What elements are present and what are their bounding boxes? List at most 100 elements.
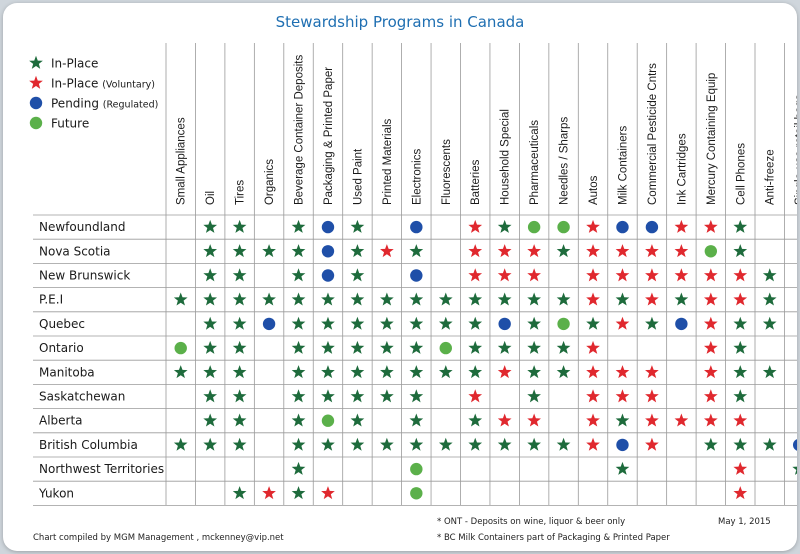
- cell-mark-in-place-voluntary: [497, 365, 512, 379]
- cell-mark-in-place: [291, 244, 306, 258]
- cell-mark-in-place: [350, 292, 365, 306]
- legend-suffix: (Regulated): [103, 100, 159, 111]
- cell-mark-in-place: [291, 219, 306, 233]
- cell-mark-in-place: [409, 316, 424, 330]
- column-label: Fluorescents: [441, 139, 453, 205]
- cell-mark-in-place-voluntary: [645, 437, 659, 451]
- cell-mark-in-place-voluntary: [321, 486, 335, 500]
- cell-mark-in-place: [203, 268, 218, 282]
- cell-mark-pending: [616, 220, 629, 234]
- grid: [33, 43, 797, 506]
- column-label: Beverage Container Deposits: [294, 55, 306, 205]
- cell-mark-future: [174, 341, 187, 355]
- cell-mark-in-place-voluntary: [497, 268, 512, 282]
- cell-mark-in-place-voluntary: [615, 316, 630, 330]
- footer-date: May 1, 2015: [718, 517, 771, 527]
- cell-mark-in-place: [733, 389, 748, 403]
- cell-mark-in-place: [350, 340, 365, 354]
- cell-mark-in-place-voluntary: [703, 365, 718, 379]
- row-labels: Newfoundland Nova Scotia New Brunswick P.E.…: [38, 220, 164, 500]
- cell-mark-in-place: [703, 437, 718, 451]
- cell-mark-in-place: [733, 219, 748, 233]
- cell-mark-in-place: [291, 365, 306, 379]
- cell-mark-in-place: [586, 316, 600, 330]
- cell-mark-in-place-voluntary: [645, 389, 659, 403]
- cell-mark-in-place-voluntary: [497, 413, 512, 427]
- legend-suffix: (Voluntary): [102, 80, 155, 91]
- column-label: Needles / Sharps: [559, 117, 571, 205]
- row-label: New Brunswick: [39, 269, 130, 283]
- cell-mark-in-place: [409, 244, 424, 258]
- cell-mark-in-place: [350, 413, 365, 427]
- cell-mark-in-place-voluntary: [497, 244, 512, 258]
- cell-mark-in-place-voluntary: [703, 268, 718, 282]
- cell-mark-in-place: [350, 268, 365, 282]
- cell-mark-future: [321, 414, 335, 427]
- column-label: Anti-freeze: [765, 149, 777, 205]
- footer-note-bc: * BC Milk Containers part of Packaging &…: [437, 533, 670, 543]
- cell-mark-pending: [792, 439, 797, 451]
- cell-mark-future: [410, 487, 423, 500]
- cell-mark-in-place: [350, 389, 365, 403]
- cell-mark-in-place: [409, 292, 424, 306]
- cell-mark-in-place-voluntary: [733, 292, 748, 306]
- cell-mark-in-place: [468, 340, 483, 354]
- cell-mark-in-place: [380, 340, 394, 354]
- cell-mark-in-place: [291, 292, 306, 306]
- cell-mark-pending: [321, 220, 335, 234]
- cell-mark-in-place: [762, 292, 777, 306]
- column-label: Small Appliances: [176, 117, 188, 205]
- cell-mark-in-place: [173, 292, 188, 306]
- legend-label-pending: Pending (Regulated): [51, 97, 158, 111]
- cell-mark-in-place-voluntary: [645, 365, 659, 379]
- cell-mark-pending: [498, 317, 511, 331]
- cell-mark-in-place: [497, 292, 512, 306]
- cell-mark-in-place-voluntary: [703, 292, 718, 306]
- cell-mark-in-place-voluntary: [262, 486, 276, 500]
- row-label: Newfoundland: [39, 220, 125, 234]
- cell-mark-in-place-voluntary: [615, 244, 630, 258]
- cell-mark-in-place: [556, 244, 571, 258]
- cell-mark-in-place: [291, 316, 306, 330]
- cell-mark-pending: [675, 317, 688, 331]
- cell-mark-in-place: [733, 316, 748, 330]
- cell-mark-in-place-voluntary: [468, 268, 483, 282]
- cell-mark-in-place-voluntary: [615, 365, 630, 379]
- cell-mark-in-place: [380, 389, 394, 403]
- cell-mark-in-place: [321, 437, 335, 451]
- column-label: Commercial Pesticide Cntrs: [647, 63, 659, 205]
- cell-mark-in-place-voluntary: [703, 389, 718, 403]
- cell-mark-in-place: [556, 437, 571, 451]
- cell-mark-in-place-voluntary: [527, 413, 541, 427]
- cell-mark-in-place: [380, 437, 394, 451]
- cell-mark-in-place: [232, 244, 247, 258]
- column-label: Organics: [264, 159, 276, 205]
- cell-mark-in-place: [232, 389, 247, 403]
- cell-mark-in-place: [438, 365, 453, 379]
- cell-mark-in-place: [262, 244, 276, 258]
- cell-mark-in-place-voluntary: [733, 461, 748, 475]
- cell-mark-in-place: [350, 437, 365, 451]
- cell-mark-in-place: [645, 316, 659, 330]
- cell-mark-in-place: [556, 340, 571, 354]
- cell-mark-in-place: [733, 340, 748, 354]
- cell-mark-in-place: [438, 292, 453, 306]
- cell-mark-in-place: [527, 340, 541, 354]
- cell-mark-in-place-voluntary: [586, 365, 600, 379]
- cell-mark-in-place: [291, 340, 306, 354]
- row-label: P.E.I: [39, 293, 63, 307]
- cell-mark-in-place: [203, 389, 218, 403]
- cell-mark-in-place: [409, 340, 424, 354]
- cell-mark-future: [557, 317, 570, 331]
- cell-mark-in-place-voluntary: [586, 219, 600, 233]
- cell-mark-in-place-voluntary: [468, 219, 483, 233]
- cell-mark-in-place: [615, 413, 630, 427]
- cell-mark-in-place: [203, 413, 218, 427]
- cell-mark-in-place-voluntary: [703, 219, 718, 233]
- chart-title: Stewardship Programs in Canada: [276, 13, 525, 31]
- cell-mark-in-place: [733, 365, 748, 379]
- cell-mark-in-place: [409, 437, 424, 451]
- cell-mark-in-place-voluntary: [586, 413, 600, 427]
- column-label: Printed Materials: [382, 118, 394, 205]
- cell-mark-in-place-voluntary: [674, 413, 689, 427]
